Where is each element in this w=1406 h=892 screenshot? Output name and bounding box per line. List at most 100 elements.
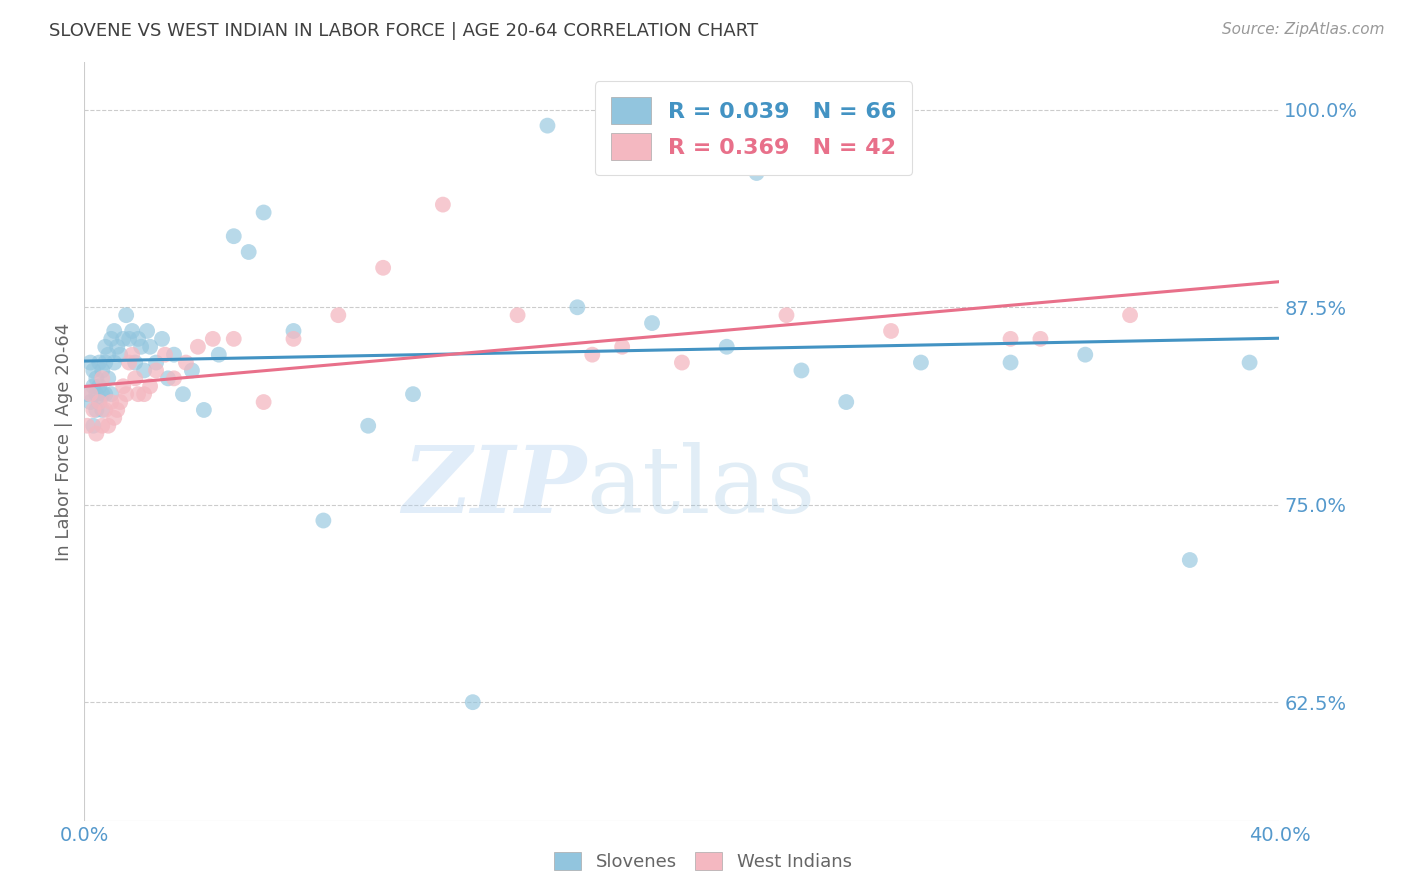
Point [402, 387, 425, 401]
Point [121, 324, 143, 338]
Point [121, 348, 143, 362]
Point [536, 119, 558, 133]
Point [357, 418, 380, 433]
Point [129, 340, 152, 354]
Point [89, 379, 111, 393]
Point [835, 395, 858, 409]
Point [112, 332, 135, 346]
Point [100, 395, 122, 409]
Point [100, 332, 122, 346]
Legend: Slovenes, West Indians: Slovenes, West Indians [547, 845, 859, 879]
Legend: R = 0.039   N = 66, R = 0.369   N = 42: R = 0.039 N = 66, R = 0.369 N = 42 [595, 81, 912, 176]
Point [97, 371, 120, 385]
Point [94, 340, 117, 354]
Point [208, 348, 231, 362]
Point [172, 387, 194, 401]
Point [238, 244, 260, 259]
Point [79, 395, 101, 409]
Text: SLOVENE VS WEST INDIAN IN LABOR FORCE | AGE 20-64 CORRELATION CHART: SLOVENE VS WEST INDIAN IN LABOR FORCE | … [49, 22, 758, 40]
Point [132, 363, 156, 377]
Point [745, 166, 768, 180]
Point [139, 340, 162, 354]
Point [1178, 553, 1201, 567]
Point [103, 410, 125, 425]
Point [124, 371, 146, 385]
Point [94, 387, 117, 401]
Point [174, 355, 197, 369]
Point [328, 308, 350, 322]
Point [671, 119, 693, 133]
Point [86, 426, 108, 441]
Point [222, 332, 245, 346]
Point [76, 418, 98, 433]
Point [124, 355, 146, 369]
Point [112, 379, 135, 393]
Point [163, 371, 186, 385]
Point [157, 371, 180, 385]
Point [91, 387, 114, 401]
Point [110, 348, 132, 362]
Point [612, 340, 634, 354]
Text: atlas: atlas [586, 442, 815, 532]
Point [103, 324, 125, 338]
Point [253, 205, 276, 219]
Point [86, 403, 108, 417]
Point [432, 197, 454, 211]
Point [91, 403, 114, 417]
Point [201, 332, 224, 346]
Point [567, 300, 589, 314]
Point [115, 387, 138, 401]
Point [163, 348, 186, 362]
Point [775, 308, 797, 322]
Point [222, 229, 245, 244]
Point [79, 387, 101, 401]
Point [82, 403, 104, 417]
Point [1119, 308, 1142, 322]
Point [910, 355, 932, 369]
Point [91, 371, 114, 385]
Point [312, 514, 335, 528]
Point [596, 103, 619, 117]
Point [283, 324, 305, 338]
Point [581, 348, 603, 362]
Point [253, 395, 276, 409]
Point [97, 418, 120, 433]
Point [94, 355, 117, 369]
Point [91, 363, 114, 377]
Point [1239, 355, 1261, 369]
Point [1074, 348, 1097, 362]
Point [91, 418, 114, 433]
Point [110, 395, 132, 409]
Point [103, 355, 125, 369]
Y-axis label: In Labor Force | Age 20-64: In Labor Force | Age 20-64 [55, 322, 73, 561]
Point [1029, 332, 1052, 346]
Point [79, 355, 101, 369]
Point [94, 403, 117, 417]
Point [145, 363, 167, 377]
Point [641, 316, 664, 330]
Point [89, 355, 111, 369]
Point [716, 340, 738, 354]
Point [181, 363, 204, 377]
Point [139, 379, 162, 393]
Point [82, 363, 104, 377]
Point [89, 395, 111, 409]
Point [150, 332, 173, 346]
Text: Source: ZipAtlas.com: Source: ZipAtlas.com [1222, 22, 1385, 37]
Point [82, 379, 104, 393]
Point [86, 371, 108, 385]
Point [1000, 332, 1022, 346]
Point [118, 332, 141, 346]
Text: ZIP: ZIP [402, 442, 586, 532]
Point [153, 348, 176, 362]
Point [132, 387, 156, 401]
Point [127, 332, 149, 346]
Point [115, 308, 138, 322]
Point [97, 348, 120, 362]
Point [373, 260, 395, 275]
Point [283, 332, 305, 346]
Point [671, 355, 693, 369]
Point [880, 324, 903, 338]
Point [790, 363, 813, 377]
Point [105, 340, 128, 354]
